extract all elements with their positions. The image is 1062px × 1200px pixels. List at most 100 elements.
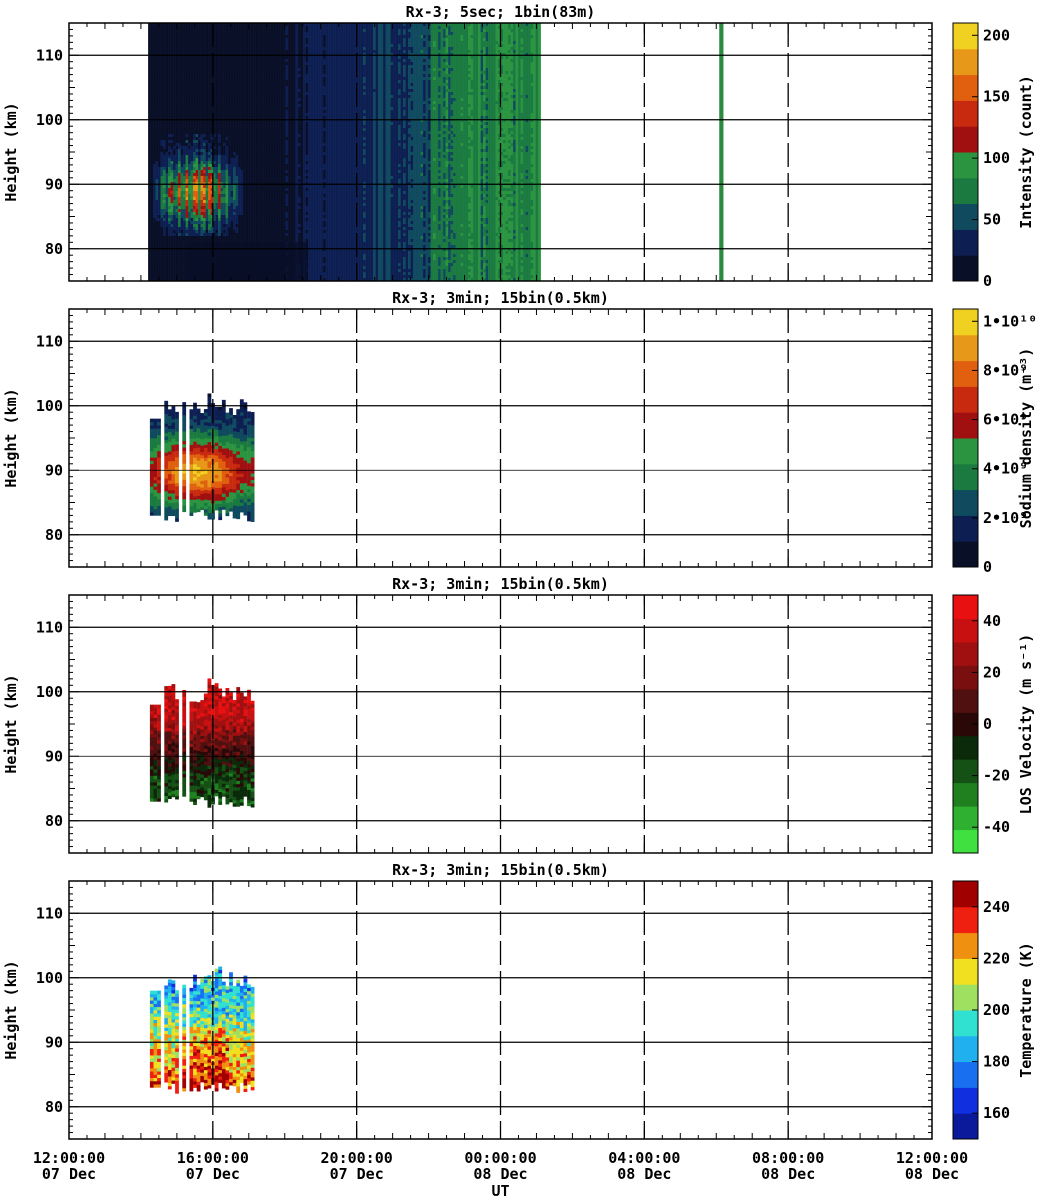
heatmap-cell [283, 146, 286, 150]
heatmap-cell [210, 221, 214, 225]
heatmap-cell [180, 149, 184, 153]
heatmap-cell [238, 119, 241, 123]
heatmap-cell [233, 98, 236, 102]
heatmap-cell [180, 176, 184, 180]
heatmap-cell [173, 149, 176, 153]
heatmap-cell [188, 185, 191, 189]
heatmap-cell [273, 161, 276, 165]
heatmap-cell [188, 23, 191, 27]
heatmap-cell [278, 161, 281, 165]
heatmap-cell [193, 77, 196, 81]
heatmap-cell [233, 236, 236, 240]
heatmap-cell [275, 44, 279, 48]
heatmap-cell [173, 278, 176, 281]
heatmap-cell [268, 227, 271, 231]
heatmap-cell [175, 224, 179, 228]
heatmap-cell [233, 38, 236, 42]
heatmap-cell [253, 206, 256, 210]
heatmap-cell [290, 161, 294, 165]
heatmap-cell [168, 80, 171, 84]
heatmap-cell [240, 50, 244, 54]
heatmap-cell [218, 122, 221, 126]
heatmap-cell [248, 47, 251, 51]
heatmap-cell [270, 122, 274, 126]
heatmap-cell [163, 35, 166, 39]
heatmap-cell [268, 236, 271, 240]
heatmap-cell [190, 167, 194, 171]
heatmap-cell [278, 92, 281, 96]
heatmap-cell [160, 41, 164, 45]
heatmap-cell [215, 173, 219, 177]
heatmap-cell [170, 44, 174, 48]
heatmap-cell [225, 125, 229, 129]
heatmap-cell [150, 32, 154, 36]
heatmap-cell [243, 125, 246, 129]
heatmap-cell [220, 134, 224, 138]
heatmap-cell [158, 227, 161, 231]
heatmap-cell [188, 131, 191, 135]
heatmap-cell [188, 122, 191, 126]
heatmap-cell [188, 110, 191, 114]
heatmap-cell [188, 152, 191, 156]
heatmap-cell [200, 68, 204, 72]
heatmap-cell [175, 242, 179, 246]
heatmap-cell [165, 158, 169, 162]
heatmap-cell [233, 209, 236, 213]
heatmap-cell [148, 113, 151, 117]
heatmap-cell [230, 149, 234, 153]
heatmap-cell [233, 170, 236, 174]
heatmap-cell [208, 104, 211, 108]
heatmap-cell [233, 140, 236, 144]
heatmap-cell [255, 29, 259, 33]
heatmap-cell [263, 62, 266, 66]
heatmap-cell [248, 101, 251, 105]
heatmap-cell [195, 179, 199, 183]
heatmap-cell [150, 254, 154, 258]
heatmap-cell [215, 230, 219, 234]
heatmap-cell [178, 188, 181, 192]
heatmap-cell [233, 128, 236, 132]
heatmap-cell [258, 89, 261, 93]
heatmap-cell [228, 56, 231, 60]
heatmap-cell [180, 188, 184, 192]
heatmap-cell [178, 59, 181, 63]
heatmap-cell [288, 137, 291, 141]
heatmap-cell [268, 140, 271, 144]
heatmap-cell [200, 35, 204, 39]
heatmap-cell [183, 122, 186, 126]
heatmap-cell [158, 200, 161, 204]
heatmap-cell [205, 233, 209, 237]
heatmap-cell [148, 116, 151, 120]
heatmap-cell [238, 212, 241, 216]
heatmap-cell [185, 116, 189, 120]
heatmap-cell [155, 233, 159, 237]
heatmap-cell [280, 62, 284, 66]
heatmap-cell [178, 260, 181, 264]
heatmap-cell [153, 41, 156, 45]
heatmap-cell [215, 158, 219, 162]
heatmap-cell [165, 80, 169, 84]
heatmap-cell [235, 212, 239, 216]
heatmap-cell [155, 35, 159, 39]
heatmap-cell [268, 146, 271, 150]
heatmap-cell [203, 83, 206, 87]
heatmap-cell [190, 170, 194, 174]
heatmap-cell [248, 107, 251, 111]
heatmap-cell [158, 128, 161, 132]
heatmap-cell [160, 92, 164, 96]
heatmap-cell [160, 248, 164, 252]
heatmap-cell [168, 77, 171, 81]
heatmap-cell [160, 110, 164, 114]
heatmap-cell [198, 131, 201, 135]
heatmap-cell [208, 101, 211, 105]
heatmap-cell [205, 92, 209, 96]
heatmap-cell [258, 155, 261, 159]
heatmap-cell [210, 56, 214, 60]
heatmap-cell [200, 170, 204, 174]
heatmap-cell [215, 71, 219, 75]
heatmap-cell [170, 188, 174, 192]
heatmap-cell [198, 176, 201, 180]
heatmap-cell [243, 35, 246, 39]
heatmap-cell [213, 197, 216, 201]
heatmap-cell [148, 269, 151, 273]
